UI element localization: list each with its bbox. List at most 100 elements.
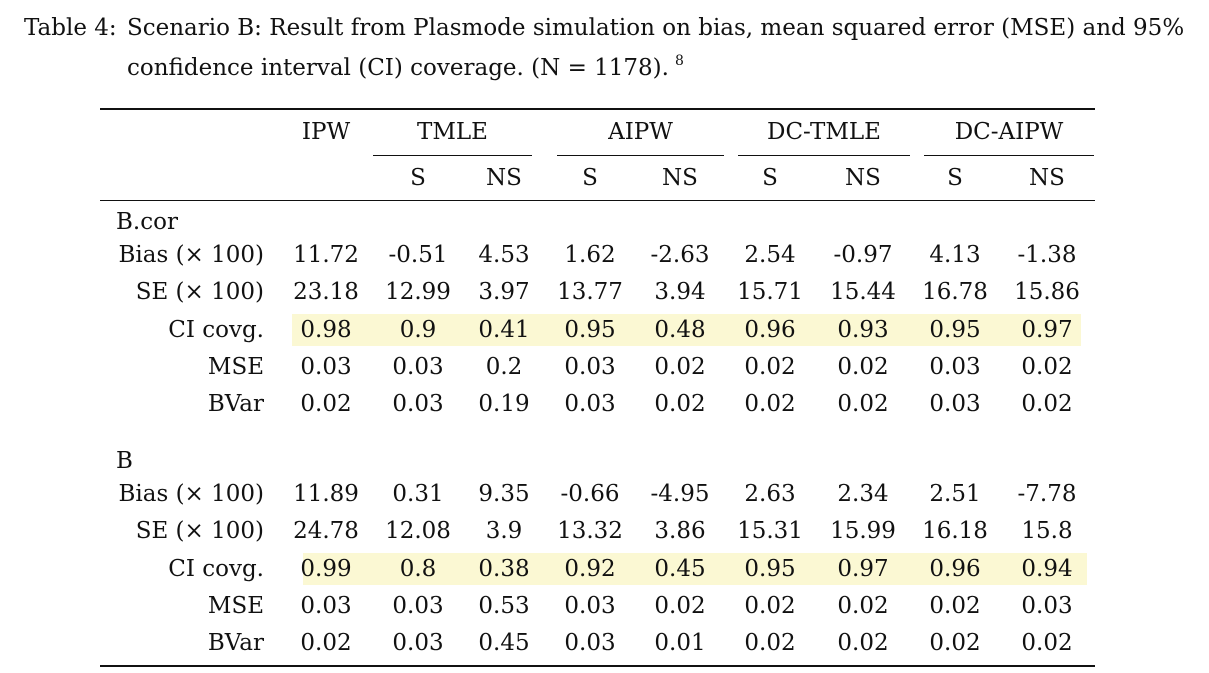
header-dc-aipw: DC-AIPW (954, 119, 1064, 145)
table-cell: 0.02 (837, 593, 889, 619)
table-cell: -1.38 (1017, 242, 1077, 268)
table-cell: 0.96 (744, 317, 796, 343)
table-cell: 15.71 (737, 279, 803, 305)
group-underline-dc-tmle (738, 155, 910, 156)
table-cell: 13.32 (557, 518, 623, 544)
table-cell: 23.18 (293, 279, 359, 305)
header-aipw: AIPW (608, 119, 673, 145)
table-cell: 15.86 (1014, 279, 1080, 305)
table-cell: 2.63 (744, 481, 796, 507)
table-cell: 15.8 (1021, 518, 1073, 544)
row-label: CI covg. (168, 317, 264, 343)
group-underline-tmle (373, 155, 532, 156)
table-cell: 0.03 (392, 354, 444, 380)
table-cell: 15.31 (737, 518, 803, 544)
table-cell: -4.95 (650, 481, 710, 507)
table-cell: -7.78 (1017, 481, 1077, 507)
table-cell: 13.77 (557, 279, 623, 305)
table-cell: 0.31 (392, 481, 444, 507)
table-cell: 0.03 (300, 593, 352, 619)
footnote-marker: 8 (674, 53, 684, 69)
table-cell: 0.02 (744, 391, 796, 417)
row-label: CI covg. (168, 556, 264, 582)
table-cell: 0.48 (654, 317, 706, 343)
header-dc-tmle: DC-TMLE (767, 119, 881, 145)
row-label: BVar (207, 391, 264, 417)
table-cell: -0.97 (833, 242, 893, 268)
caption-line-1: Scenario B: Result from Plasmode simulat… (127, 15, 1185, 41)
table-cell: 3.86 (654, 518, 706, 544)
section-title: B.cor (116, 209, 178, 235)
table-cell: 0.03 (929, 354, 981, 380)
table-cell: 0.94 (1021, 556, 1073, 582)
subheader-ns: NS (662, 165, 698, 191)
row-label: Bias (× 100) (118, 481, 264, 507)
table-cell: 0.8 (399, 556, 437, 582)
bottom-rule (100, 665, 1095, 667)
table-cell: 0.02 (300, 630, 352, 656)
caption-line-2: confidence interval (CI) coverage. (N = … (127, 45, 684, 85)
table-cell: 0.03 (300, 354, 352, 380)
table-cell: 0.02 (654, 593, 706, 619)
group-underline-aipw (557, 155, 724, 156)
caption-line-2-text: confidence interval (CI) coverage. (N = … (127, 55, 669, 81)
group-underline-dc-aipw (924, 155, 1094, 156)
table-cell: 4.13 (929, 242, 981, 268)
table-cell: 0.02 (1021, 354, 1073, 380)
row-label: Bias (× 100) (118, 242, 264, 268)
table-cell: 0.2 (485, 354, 523, 380)
table-cell: 0.03 (564, 354, 616, 380)
table-cell: 15.44 (830, 279, 896, 305)
table-cell: 0.03 (564, 391, 616, 417)
subheader-s: S (582, 165, 598, 191)
table-cell: 3.9 (485, 518, 523, 544)
table-cell: 0.02 (837, 391, 889, 417)
table-cell: -0.66 (560, 481, 620, 507)
table-cell: 2.34 (837, 481, 889, 507)
table-cell: 0.02 (929, 593, 981, 619)
table-cell: 0.97 (837, 556, 889, 582)
table-cell: 0.02 (929, 630, 981, 656)
table-cell: 1.62 (564, 242, 616, 268)
table-cell: 4.53 (478, 242, 530, 268)
table-cell: 0.02 (300, 391, 352, 417)
table-cell: 0.02 (654, 391, 706, 417)
subheader-ns: NS (845, 165, 881, 191)
subheader-ns: NS (486, 165, 522, 191)
subheader-s: S (410, 165, 426, 191)
header-ipw: IPW (301, 119, 351, 145)
caption-label: Table 4: (24, 15, 117, 41)
table-cell: 9.35 (478, 481, 530, 507)
highlight-band (303, 553, 1087, 585)
subheader-s: S (947, 165, 963, 191)
table-cell: 0.03 (392, 630, 444, 656)
subheader-ns: NS (1029, 165, 1065, 191)
table-cell: 0.45 (654, 556, 706, 582)
table-cell: -2.63 (650, 242, 710, 268)
table-cell: 24.78 (293, 518, 359, 544)
table-cell: 0.19 (478, 391, 530, 417)
table-cell: 16.78 (922, 279, 988, 305)
table-cell: 0.02 (744, 630, 796, 656)
table-cell: 3.97 (478, 279, 530, 305)
header-tmle: TMLE (417, 119, 488, 145)
mid-rule (100, 200, 1095, 201)
table-cell: 0.02 (837, 354, 889, 380)
table-cell: 0.99 (300, 556, 352, 582)
row-label: SE (× 100) (135, 279, 264, 305)
subheader-s: S (762, 165, 778, 191)
table-cell: 0.02 (1021, 391, 1073, 417)
table-cell: 0.03 (392, 593, 444, 619)
table-cell: 0.02 (744, 593, 796, 619)
table-cell: 0.41 (478, 317, 530, 343)
top-rule (100, 108, 1095, 110)
table-cell: 16.18 (922, 518, 988, 544)
table-cell: 0.97 (1021, 317, 1073, 343)
table-cell: 0.03 (564, 630, 616, 656)
table-cell: 3.94 (654, 279, 706, 305)
table-cell: 0.92 (564, 556, 616, 582)
table-cell: 11.72 (293, 242, 359, 268)
table-cell: 0.95 (929, 317, 981, 343)
row-label: MSE (207, 354, 264, 380)
table-cell: 0.98 (300, 317, 352, 343)
